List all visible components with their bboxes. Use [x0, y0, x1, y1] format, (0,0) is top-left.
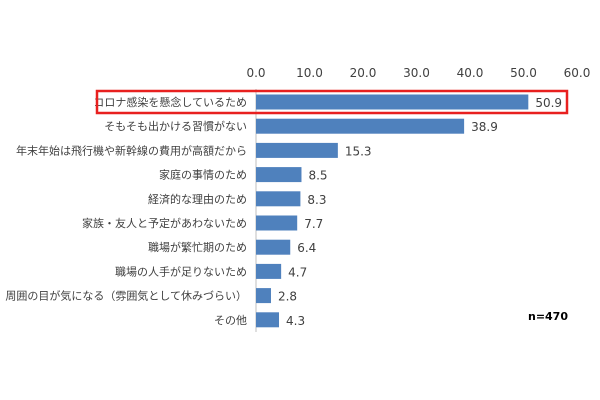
- bar: [256, 167, 302, 183]
- data-label: 50.9: [535, 96, 562, 110]
- category-label: 家庭の事情のため: [159, 168, 247, 182]
- category-label: 経済的な理由のため: [148, 192, 247, 206]
- category-label: そもそも出かける習慣がない: [104, 119, 247, 133]
- bar: [256, 239, 291, 255]
- data-label: 6.4: [297, 241, 316, 255]
- category-label: 周囲の目が気になる（雰囲気として休みづらい）: [5, 289, 247, 303]
- category-label: 職場の人手が足りないため: [115, 264, 247, 278]
- x-tick-label: 20.0: [350, 66, 377, 80]
- bar: [256, 118, 465, 134]
- category-label: 年末年始は飛行機や新幹線の費用が高額だから: [16, 143, 247, 157]
- x-tick-label: 0.0: [246, 66, 265, 80]
- data-label: 2.8: [278, 290, 297, 304]
- highlight-box: [95, 89, 569, 115]
- data-label: 38.9: [471, 120, 498, 134]
- data-label: 8.5: [308, 169, 327, 183]
- bar: [256, 191, 301, 207]
- data-label: 15.3: [345, 144, 372, 158]
- category-label: 職場が繁忙期のため: [148, 240, 247, 254]
- x-tick-label: 50.0: [510, 66, 537, 80]
- bar: [256, 312, 280, 328]
- bar: [256, 288, 271, 304]
- x-tick-label: 40.0: [457, 66, 484, 80]
- x-tick-label: 60.0: [564, 66, 591, 80]
- category-label: その他: [214, 314, 247, 327]
- x-tick-label: 30.0: [403, 66, 430, 80]
- bar: [256, 94, 529, 110]
- sample-size-note: n=470: [528, 310, 568, 323]
- bar: [256, 215, 298, 231]
- data-label: 8.3: [307, 193, 326, 207]
- data-label: 7.7: [304, 217, 323, 231]
- data-label: 4.7: [288, 265, 307, 279]
- x-tick-label: 10.0: [296, 66, 323, 80]
- category-label: 家族・友人と予定があわないため: [82, 216, 247, 230]
- bar: [256, 142, 338, 158]
- bar: [256, 263, 282, 279]
- category-label: コロナ感染を懸念しているため: [93, 95, 247, 109]
- data-label: 4.3: [286, 314, 305, 328]
